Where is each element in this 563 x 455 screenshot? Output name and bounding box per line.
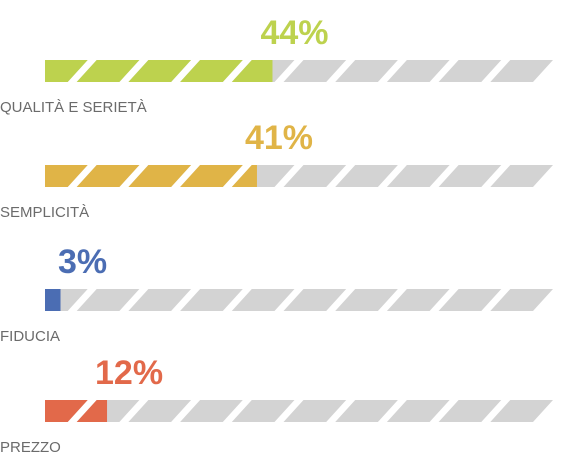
- value-label: 12%: [95, 354, 163, 392]
- value-label: 44%: [260, 14, 328, 52]
- bar: [45, 400, 108, 422]
- value-label: 41%: [245, 119, 313, 157]
- track: [45, 400, 553, 422]
- category-label: PREZZO: [0, 439, 61, 455]
- value-label: 3%: [58, 243, 107, 281]
- bar: [45, 289, 61, 311]
- category-label: FIDUCIA: [0, 328, 60, 345]
- category-label: SEMPLICITÀ: [0, 204, 89, 221]
- bar: [45, 60, 273, 82]
- track: [45, 289, 553, 311]
- bar: [45, 165, 257, 187]
- category-label: QUALITÀ E SERIETÀ: [0, 99, 147, 116]
